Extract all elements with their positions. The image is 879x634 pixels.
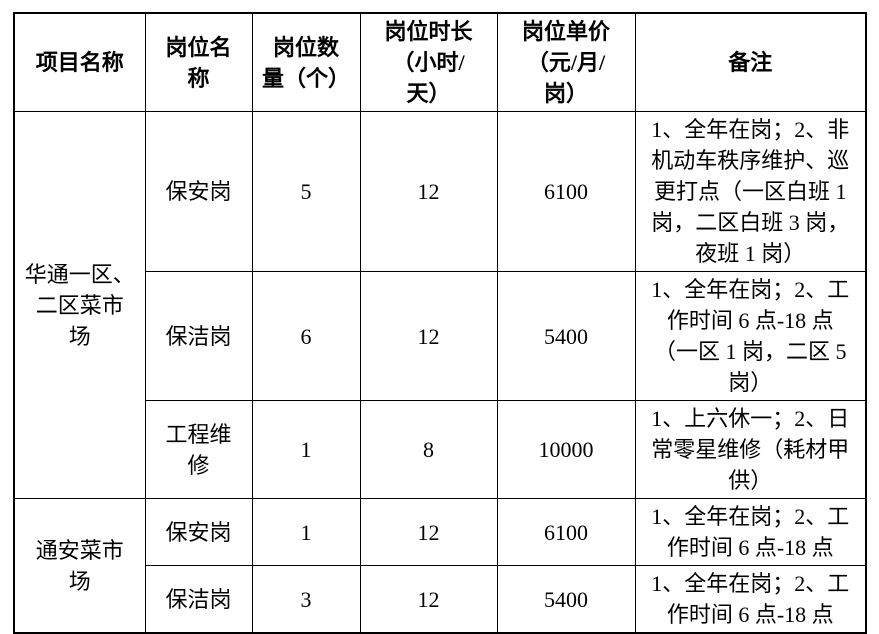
header-position-name: 岗位名 称 xyxy=(144,12,253,112)
remark-cell: 1、全年在岗；2、工 作时间 6 点-18 点 （一区 1 岗，二区 5 岗） xyxy=(634,271,867,401)
position-hours-cell: 12 xyxy=(359,498,498,566)
remark-cell: 1、全年在岗；2、工 作时间 6 点-18 点 xyxy=(634,565,867,634)
position-price-cell: 5400 xyxy=(496,271,636,401)
position-count-cell: 1 xyxy=(251,498,361,566)
position-count-cell: 3 xyxy=(251,565,361,634)
header-position-price: 岗位单价 （元/月/ 岗） xyxy=(496,12,636,112)
remark-cell: 1、全年在岗；2、非 机动车秩序维护、巡 更打点（一区白班 1 岗，二区白班 3… xyxy=(634,111,867,272)
position-count-cell: 6 xyxy=(251,271,361,401)
table-row: 华通一区、 二区菜市 场 保安岗 5 12 6100 1、全年在岗；2、非 机动… xyxy=(13,111,867,499)
position-name-cell: 保洁岗 xyxy=(144,565,253,634)
project-name-cell: 华通一区、 二区菜市 场 xyxy=(13,111,146,499)
position-hours-cell: 12 xyxy=(359,565,498,634)
position-hours-cell: 12 xyxy=(359,111,498,272)
remark-cell: 1、上六休一；2、日 常零星维修（耗材甲 供） xyxy=(634,400,867,499)
project-name-cell: 通安菜市 场 xyxy=(13,498,146,634)
position-count-cell: 1 xyxy=(251,400,361,499)
position-price-cell: 6100 xyxy=(496,111,636,272)
header-position-count: 岗位数 量（个） xyxy=(251,12,361,112)
table-row: 保洁岗 6 12 5400 1、全年在岗；2、工 作时间 6 点-18 点 （一… xyxy=(14,271,867,401)
position-price-cell: 10000 xyxy=(496,400,636,499)
position-hours-cell: 8 xyxy=(359,400,498,499)
header-project-name: 项目名称 xyxy=(13,12,146,112)
table-row: 保洁岗 3 12 5400 1、全年在岗；2、工 作时间 6 点-18 点 xyxy=(14,565,867,634)
header-remark: 备注 xyxy=(634,12,867,112)
position-name-cell: 保安岗 xyxy=(144,111,253,272)
header-position-hours: 岗位时长 （小时/ 天） xyxy=(359,12,498,112)
positions-table: 项目名称 岗位名 称 岗位数 量（个） 岗位时长 （小时/ 天） 岗位单价 （元… xyxy=(13,12,867,634)
position-hours-cell: 12 xyxy=(359,271,498,401)
position-name-cell: 保安岗 xyxy=(144,498,253,566)
remark-cell: 1、全年在岗；2、工 作时间 6 点-18 点 xyxy=(634,498,867,566)
position-name-cell: 工程维 修 xyxy=(144,400,253,499)
position-name-cell: 保洁岗 xyxy=(144,271,253,401)
table-row: 通安菜市 场 保安岗 1 12 6100 1、全年在岗；2、工 作时间 6 点-… xyxy=(13,498,867,634)
position-price-cell: 5400 xyxy=(496,565,636,634)
table-header-row: 项目名称 岗位名 称 岗位数 量（个） 岗位时长 （小时/ 天） 岗位单价 （元… xyxy=(13,12,867,112)
position-count-cell: 5 xyxy=(251,111,361,272)
position-price-cell: 6100 xyxy=(496,498,636,566)
table-row: 工程维 修 1 8 10000 1、上六休一；2、日 常零星维修（耗材甲 供） xyxy=(14,400,867,499)
